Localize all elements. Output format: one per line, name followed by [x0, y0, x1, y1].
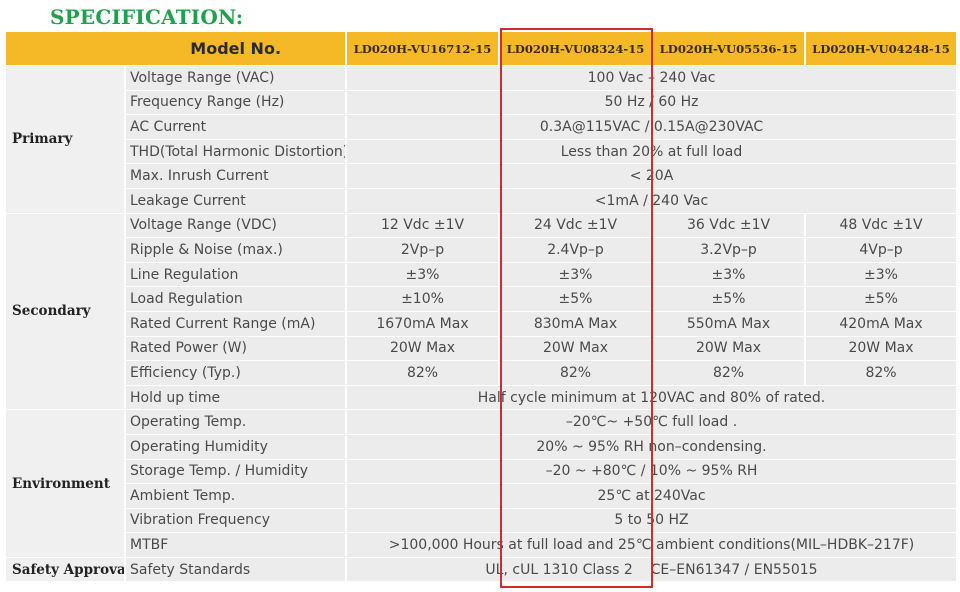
spec-value: 24 Vdc ±1V: [500, 213, 654, 239]
spec-value: ±5%: [653, 287, 807, 312]
param-label: Safety Standards: [126, 557, 348, 583]
param-label: THD(Total Harmonic Distortion): [126, 139, 348, 165]
param-label: Ambient Temp.: [126, 484, 348, 509]
table-row: Safety Approval Safety Standards UL, cUL…: [6, 557, 959, 583]
table-row: Frequency Range (Hz) 50 Hz / 60 Hz: [6, 90, 959, 116]
spec-value: 20W Max: [806, 336, 959, 362]
table-header-row: Model No. LD020H-VU16712-15 LD020H-VU083…: [6, 32, 959, 66]
table-row: Line Regulation ±3% ±3% ±3% ±3%: [6, 262, 959, 288]
table-row: Hold up time Half cycle minimum at 120VA…: [6, 385, 959, 411]
spec-value: 3.2Vp–p: [653, 238, 807, 263]
param-label: Ripple & Noise (max.): [126, 238, 348, 263]
spec-table: Model No. LD020H-VU16712-15 LD020H-VU083…: [6, 32, 959, 583]
spec-value: 82%: [653, 361, 807, 386]
spec-value: 48 Vdc ±1V: [806, 213, 959, 239]
model-header: LD020H-VU04248-15: [806, 32, 959, 66]
param-label: Leakage Current: [126, 188, 348, 214]
table-row: Primary Voltage Range (VAC) 100 Vac – 24…: [6, 66, 959, 214]
spec-value: 50 Hz / 60 Hz: [347, 90, 959, 116]
table-row: Load Regulation ±10% ±5% ±5% ±5%: [6, 287, 959, 312]
spec-value: 4Vp–p: [806, 238, 959, 263]
param-label: Operating Temp.: [126, 410, 348, 435]
spec-value: 20W Max: [347, 336, 501, 362]
spec-value: 1670mA Max: [347, 311, 501, 337]
page-title: SPECIFICATION:: [50, 5, 244, 29]
spec-value: 420mA Max: [806, 311, 959, 337]
spec-value: 20W Max: [500, 336, 654, 362]
table-row: Vibration Frequency 5 to 50 HZ: [6, 508, 959, 534]
spec-value: ±5%: [806, 287, 959, 312]
spec-value: 0.3A@115VAC / 0.15A@230VAC: [347, 115, 959, 140]
group-label-environment: Environment: [6, 410, 126, 558]
table-row: Ambient Temp. 25℃ at 240Vac: [6, 484, 959, 509]
param-label: Rated Current Range (mA): [126, 311, 348, 337]
table-row: Ripple & Noise (max.) 2Vp–p 2.4Vp–p 3.2V…: [6, 238, 959, 263]
table-row: THD(Total Harmonic Distortion) Less than…: [6, 139, 959, 165]
spec-value: 20W Max: [653, 336, 807, 362]
spec-value: 2.4Vp–p: [500, 238, 654, 263]
table-row: Rated Power (W) 20W Max 20W Max 20W Max …: [6, 336, 959, 362]
param-label: Rated Power (W): [126, 336, 348, 362]
param-label: Hold up time: [126, 385, 348, 411]
spec-value: UL, cUL 1310 Class 2 CE–EN61347 / EN5501…: [347, 557, 959, 583]
group-label-secondary: Secondary: [6, 213, 126, 411]
table-row: Efficiency (Typ.) 82% 82% 82% 82%: [6, 361, 959, 386]
spec-value: 2Vp–p: [347, 238, 501, 263]
table-row: Secondary Voltage Range (VDC) 12 Vdc ±1V…: [6, 213, 959, 411]
param-label: Operating Humidity: [126, 434, 348, 460]
param-label: Frequency Range (Hz): [126, 90, 348, 116]
spec-value: 12 Vdc ±1V: [347, 213, 501, 239]
param-label: Vibration Frequency: [126, 508, 348, 534]
group-label-primary: Primary: [6, 66, 126, 214]
param-label: Line Regulation: [126, 262, 348, 288]
param-label: Voltage Range (VAC): [126, 66, 348, 91]
spec-value: 36 Vdc ±1V: [653, 213, 807, 239]
param-label: Efficiency (Typ.): [126, 361, 348, 386]
spec-value: ±3%: [653, 262, 807, 288]
spec-value: –20℃~ +50℃ full load .: [347, 410, 959, 435]
spec-value: 830mA Max: [500, 311, 654, 337]
table-row: Environment Operating Temp. –20℃~ +50℃ f…: [6, 410, 959, 558]
spec-value: ±5%: [500, 287, 654, 312]
param-label: Voltage Range (VDC): [126, 213, 348, 239]
spec-value: 82%: [347, 361, 501, 386]
spec-value: <1mA / 240 Vac: [347, 188, 959, 214]
table-row: Storage Temp. / Humidity –20 ~ +80℃ / 10…: [6, 459, 959, 485]
model-header: LD020H-VU16712-15: [347, 32, 501, 66]
table-row: AC Current 0.3A@115VAC / 0.15A@230VAC: [6, 115, 959, 140]
spec-value: 82%: [500, 361, 654, 386]
model-no-header: Model No.: [6, 32, 348, 66]
spec-value: 20% ~ 95% RH non–condensing.: [347, 434, 959, 460]
param-label: Storage Temp. / Humidity: [126, 459, 348, 485]
table-row: Max. Inrush Current < 20A: [6, 164, 959, 189]
spec-value: < 20A: [347, 164, 959, 189]
spec-value: –20 ~ +80℃ / 10% ~ 95% RH: [347, 459, 959, 485]
param-label: AC Current: [126, 115, 348, 140]
spec-value: ±3%: [500, 262, 654, 288]
spec-value: 82%: [806, 361, 959, 386]
spec-value: ±10%: [347, 287, 501, 312]
spec-value: 5 to 50 HZ: [347, 508, 959, 534]
param-label: Max. Inrush Current: [126, 164, 348, 189]
table-row: Leakage Current <1mA / 240 Vac: [6, 188, 959, 214]
model-header: LD020H-VU05536-15: [653, 32, 807, 66]
param-label: Load Regulation: [126, 287, 348, 312]
model-header: LD020H-VU08324-15: [500, 32, 654, 66]
spec-value: ±3%: [806, 262, 959, 288]
spec-value: 25℃ at 240Vac: [347, 484, 959, 509]
spec-value: Less than 20% at full load: [347, 139, 959, 165]
table-row: Operating Humidity 20% ~ 95% RH non–cond…: [6, 434, 959, 460]
spec-value: >100,000 Hours at full load and 25℃ ambi…: [347, 533, 959, 558]
spec-value: 100 Vac – 240 Vac: [347, 66, 959, 91]
group-label-safety: Safety Approval: [6, 557, 126, 583]
table-row: MTBF >100,000 Hours at full load and 25℃…: [6, 533, 959, 558]
param-label: MTBF: [126, 533, 348, 558]
table-row: Rated Current Range (mA) 1670mA Max 830m…: [6, 311, 959, 337]
spec-value: 550mA Max: [653, 311, 807, 337]
spec-value: Half cycle minimum at 120VAC and 80% of …: [347, 385, 959, 411]
spec-value: ±3%: [347, 262, 501, 288]
